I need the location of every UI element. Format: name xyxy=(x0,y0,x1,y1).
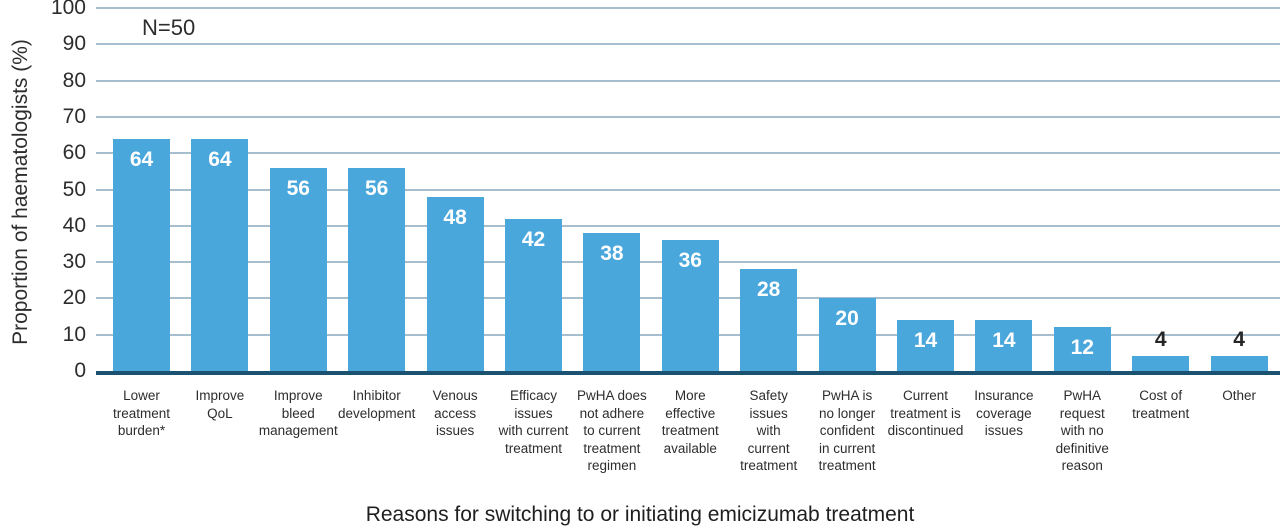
bar-value-label: 4 xyxy=(1154,328,1167,352)
category-label: Efficacy issues with current treatment xyxy=(498,388,569,456)
gridline xyxy=(96,115,1280,118)
bar-value-label: 64 xyxy=(129,147,154,171)
gridline xyxy=(96,152,1280,155)
y-tick-label: 80 xyxy=(62,68,86,92)
category-label: Current treatment is discontinued xyxy=(887,388,964,438)
gridline xyxy=(96,188,1280,191)
bar-value-label: 36 xyxy=(678,249,702,273)
bar: 20 xyxy=(818,298,876,371)
category-label: Cost of treatment xyxy=(1132,388,1190,421)
category-label: Venous access issues xyxy=(432,388,478,438)
category-label: Improve bleed management xyxy=(258,388,338,438)
bar-value-label: 56 xyxy=(365,176,389,200)
gridline xyxy=(96,43,1280,46)
bar: 56 xyxy=(269,167,327,371)
category-label: PwHA does not adhere to current treatment re… xyxy=(576,388,647,473)
bar: 4 xyxy=(1210,328,1268,371)
bar: 38 xyxy=(583,233,641,371)
bar-value-label: 14 xyxy=(913,329,938,353)
bar: 4 xyxy=(1132,328,1190,371)
y-tick-label: 10 xyxy=(62,322,86,346)
bar: 56 xyxy=(348,167,406,371)
category-label: PwHA request with no definitive reason xyxy=(1055,388,1109,473)
y-tick-label: 50 xyxy=(62,177,86,201)
y-tick-label: 90 xyxy=(62,32,86,56)
bar: 14 xyxy=(975,320,1033,371)
x-axis-title: Reasons for switching to or initiating e… xyxy=(365,503,915,526)
bar: 64 xyxy=(113,138,170,371)
bar: 36 xyxy=(661,240,719,371)
bar-value-label: 12 xyxy=(1070,336,1094,360)
y-tick-label: 0 xyxy=(74,359,86,382)
bar-value-label: 56 xyxy=(286,176,310,200)
gridline xyxy=(96,7,1280,9)
bar: 64 xyxy=(191,138,249,371)
category-label: More effective treatment available xyxy=(661,388,719,456)
y-tick-label: 100 xyxy=(50,0,86,19)
bar-value-label: 20 xyxy=(835,307,859,331)
bar: 28 xyxy=(740,269,798,371)
bar-value-label: 14 xyxy=(992,329,1016,353)
bar: 48 xyxy=(426,196,484,371)
plot-area: 0 10 20 30 40 50 60 70 80 90 100 64 64 56 56 48 42 38 36 28… xyxy=(51,0,1280,382)
category-label: PwHA is no longer confident in current treat… xyxy=(818,388,876,473)
bar: 14 xyxy=(897,320,954,371)
y-tick-label: 40 xyxy=(62,213,86,237)
bar-value-label: 28 xyxy=(757,278,781,302)
y-tick-label: 20 xyxy=(62,286,86,310)
category-label: Improve QoL xyxy=(195,388,245,421)
bar-value-label: 64 xyxy=(208,147,232,171)
bar: 12 xyxy=(1053,327,1111,371)
category-label: Safety issues with current treatment xyxy=(740,388,798,473)
bar-value-label: 42 xyxy=(521,227,546,251)
sample-size-annotation: N=50 xyxy=(142,15,196,40)
bar-value-label: 38 xyxy=(600,242,624,266)
bar-value-label: 48 xyxy=(443,205,467,229)
category-label: Inhibitor development xyxy=(338,388,416,421)
bar-value-label: 4 xyxy=(1233,328,1245,352)
category-label: Insurance coverage issues xyxy=(974,388,1034,438)
y-tick-label: 70 xyxy=(62,104,86,128)
gridline xyxy=(96,224,1280,227)
bar: 42 xyxy=(505,218,562,371)
y-tick-label: 60 xyxy=(62,141,86,165)
category-label: Lower treatment burden* xyxy=(112,388,171,438)
y-tick-label: 30 xyxy=(62,250,86,274)
category-label: Other xyxy=(1222,388,1256,403)
gridline xyxy=(96,79,1280,82)
